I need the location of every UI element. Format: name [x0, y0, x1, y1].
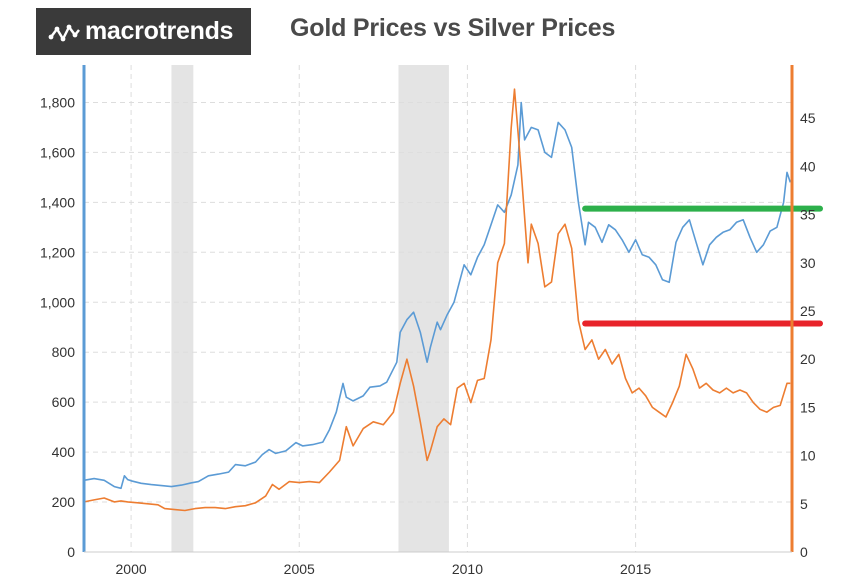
logo-wave-icon: [48, 24, 80, 41]
y-left-tick-label: 400: [52, 444, 76, 460]
y-right-tick-label: 45: [800, 110, 816, 126]
recession-band-1: [171, 65, 194, 552]
x-tick-label: 2010: [452, 561, 483, 577]
y-right-tick-label: 40: [800, 158, 816, 174]
y-right-tick-label: 20: [800, 351, 816, 367]
y-left-tick-label: 1,000: [40, 294, 75, 310]
y-left-tick-label: 0: [67, 544, 75, 560]
y-right-tick-label: 30: [800, 255, 816, 271]
y-right-tick-label: 0: [800, 544, 808, 560]
y-left-tick-label: 800: [52, 344, 76, 360]
y-right-tick-label: 5: [800, 496, 808, 512]
y-left-tick-label: 200: [52, 494, 76, 510]
x-tick-label: 2015: [620, 561, 651, 577]
logo-text: macrotrends: [85, 17, 234, 45]
y-left-tick-label: 1,600: [40, 144, 75, 160]
silver-price-line: [83, 88, 791, 512]
y-left-tick-label: 1,800: [40, 94, 75, 110]
x-tick-label: 2000: [116, 561, 147, 577]
y-right-tick-label: 10: [800, 448, 816, 464]
x-tick-label: 2005: [284, 561, 315, 577]
y-left-tick-label: 1,200: [40, 244, 75, 260]
macrotrends-logo[interactable]: macrotrends: [36, 8, 251, 55]
chart-title: Gold Prices vs Silver Prices: [290, 14, 616, 42]
y-left-tick-label: 1,400: [40, 194, 75, 210]
y-right-tick-label: 35: [800, 207, 816, 223]
y-right-tick-label: 15: [800, 399, 816, 415]
gold-price-line: [83, 101, 792, 490]
recession-band-2: [398, 65, 449, 552]
y-right-tick-label: 25: [800, 303, 816, 319]
y-left-tick-label: 600: [52, 394, 76, 410]
